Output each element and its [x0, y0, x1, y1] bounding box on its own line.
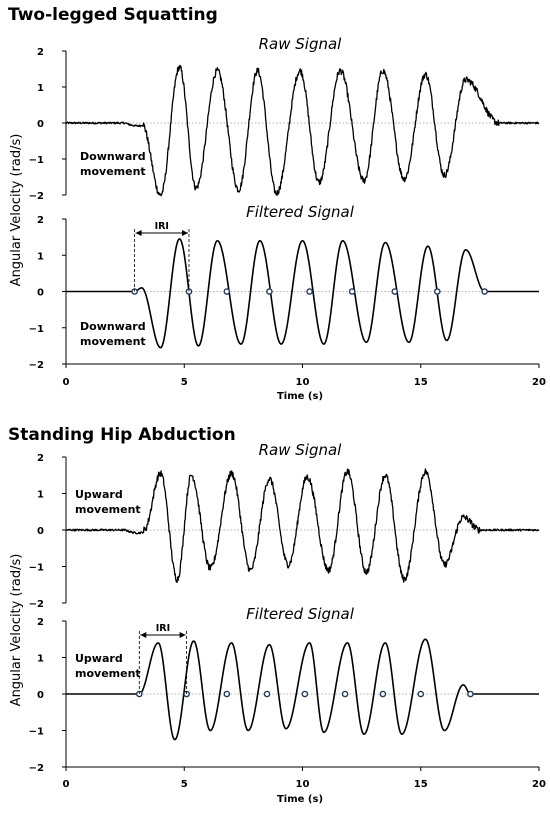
movement-annotation: movement	[80, 335, 146, 348]
panel-raw-signal: 2 1 0 −1 −2 Raw Signal Upward movement	[29, 441, 540, 610]
zero-crossing-marker	[348, 288, 356, 295]
signal-line	[65, 238, 540, 349]
x-tick-label: 15	[414, 377, 428, 388]
movement-annotation: movement	[75, 503, 141, 516]
x-axis-label: Time (s)	[277, 794, 323, 805]
x-tick-label: 0	[63, 779, 70, 790]
y-tick-label: 0	[37, 119, 44, 130]
movement-annotation: Upward	[75, 488, 123, 501]
x-tick-label: 0	[63, 377, 70, 388]
x-tick-label: 20	[532, 377, 546, 388]
iri-label: IRI	[155, 221, 169, 232]
zero-crossing-marker	[481, 288, 488, 295]
zero-crossing-marker	[391, 288, 399, 295]
y-tick-label: 2	[37, 215, 44, 226]
zero-crossing-marker	[379, 690, 387, 698]
zero-crossing-marker	[263, 690, 271, 698]
movement-annotation: Upward	[75, 652, 123, 665]
x-axis-label: Time (s)	[277, 391, 323, 402]
iri-arrowhead-right	[179, 632, 186, 638]
y-tick-label: −2	[29, 599, 44, 610]
panel-title: Raw Signal	[259, 441, 343, 459]
y-tick-label: 0	[37, 690, 44, 701]
y-axis-label: Angular Velocity (rad/s)	[9, 554, 24, 707]
y-axis-label: Angular Velocity (rad/s)	[9, 134, 24, 287]
y-tick-label: 1	[37, 654, 44, 665]
iri-arrowhead-left	[135, 230, 142, 236]
x-tick-label: 5	[181, 377, 188, 388]
zero-crossing-marker	[301, 690, 309, 698]
y-tick-label: −1	[29, 324, 44, 335]
y-tick-label: 2	[37, 453, 44, 464]
y-tick-label: 0	[37, 526, 44, 537]
zero-crossing-marker	[434, 288, 441, 295]
signal-line	[65, 468, 540, 583]
panel-title: Filtered Signal	[246, 203, 355, 221]
x-tick-label: 20	[532, 779, 546, 790]
section-title: Two-legged Squatting	[8, 5, 218, 25]
y-tick-label: −2	[29, 191, 44, 202]
iri-arrowhead-right	[181, 230, 188, 236]
movement-annotation: Downward	[80, 320, 146, 333]
panel-title: Raw Signal	[259, 35, 343, 53]
movement-annotation: movement	[75, 667, 141, 680]
iri-label: IRI	[156, 623, 170, 634]
panel-raw-signal: 2 1 0 −1 −2 Raw Signal Downward movement	[29, 35, 540, 202]
zero-crossing-marker	[467, 690, 474, 698]
panel-title: Filtered Signal	[246, 605, 355, 623]
y-tick-label: −2	[29, 763, 44, 774]
x-tick-label: 15	[414, 779, 428, 790]
zero-crossing-marker	[266, 288, 273, 295]
zero-crossing-marker	[306, 288, 313, 295]
y-tick-label: −1	[29, 563, 44, 574]
y-tick-label: 1	[37, 251, 44, 262]
y-tick-label: 2	[37, 47, 44, 58]
y-tick-label: −2	[29, 360, 44, 371]
y-tick-label: 1	[37, 83, 44, 94]
y-tick-label: −1	[29, 155, 44, 166]
zero-crossing-marker	[223, 288, 231, 295]
movement-annotation: Downward	[80, 150, 146, 163]
signal-line	[65, 638, 540, 741]
zero-crossing-marker	[223, 690, 231, 698]
movement-annotation: movement	[80, 165, 146, 178]
y-tick-label: 2	[37, 617, 44, 628]
zero-crossing-marker	[417, 690, 425, 698]
y-tick-label: −1	[29, 727, 44, 738]
x-tick-label: 10	[296, 377, 310, 388]
section-1: Two-legged Squatting Angular Velocity (ra…	[8, 5, 546, 402]
y-tick-label: 1	[37, 490, 44, 501]
zero-crossing-marker	[341, 690, 349, 698]
x-tick-label: 5	[181, 779, 188, 790]
signal-line	[65, 64, 540, 197]
y-tick-label: 0	[37, 288, 44, 299]
section-2: Standing Hip Abduction Angular Velocity (…	[8, 425, 546, 805]
x-tick-label: 10	[296, 779, 310, 790]
section-title: Standing Hip Abduction	[8, 425, 236, 445]
iri-arrowhead-left	[140, 632, 147, 638]
